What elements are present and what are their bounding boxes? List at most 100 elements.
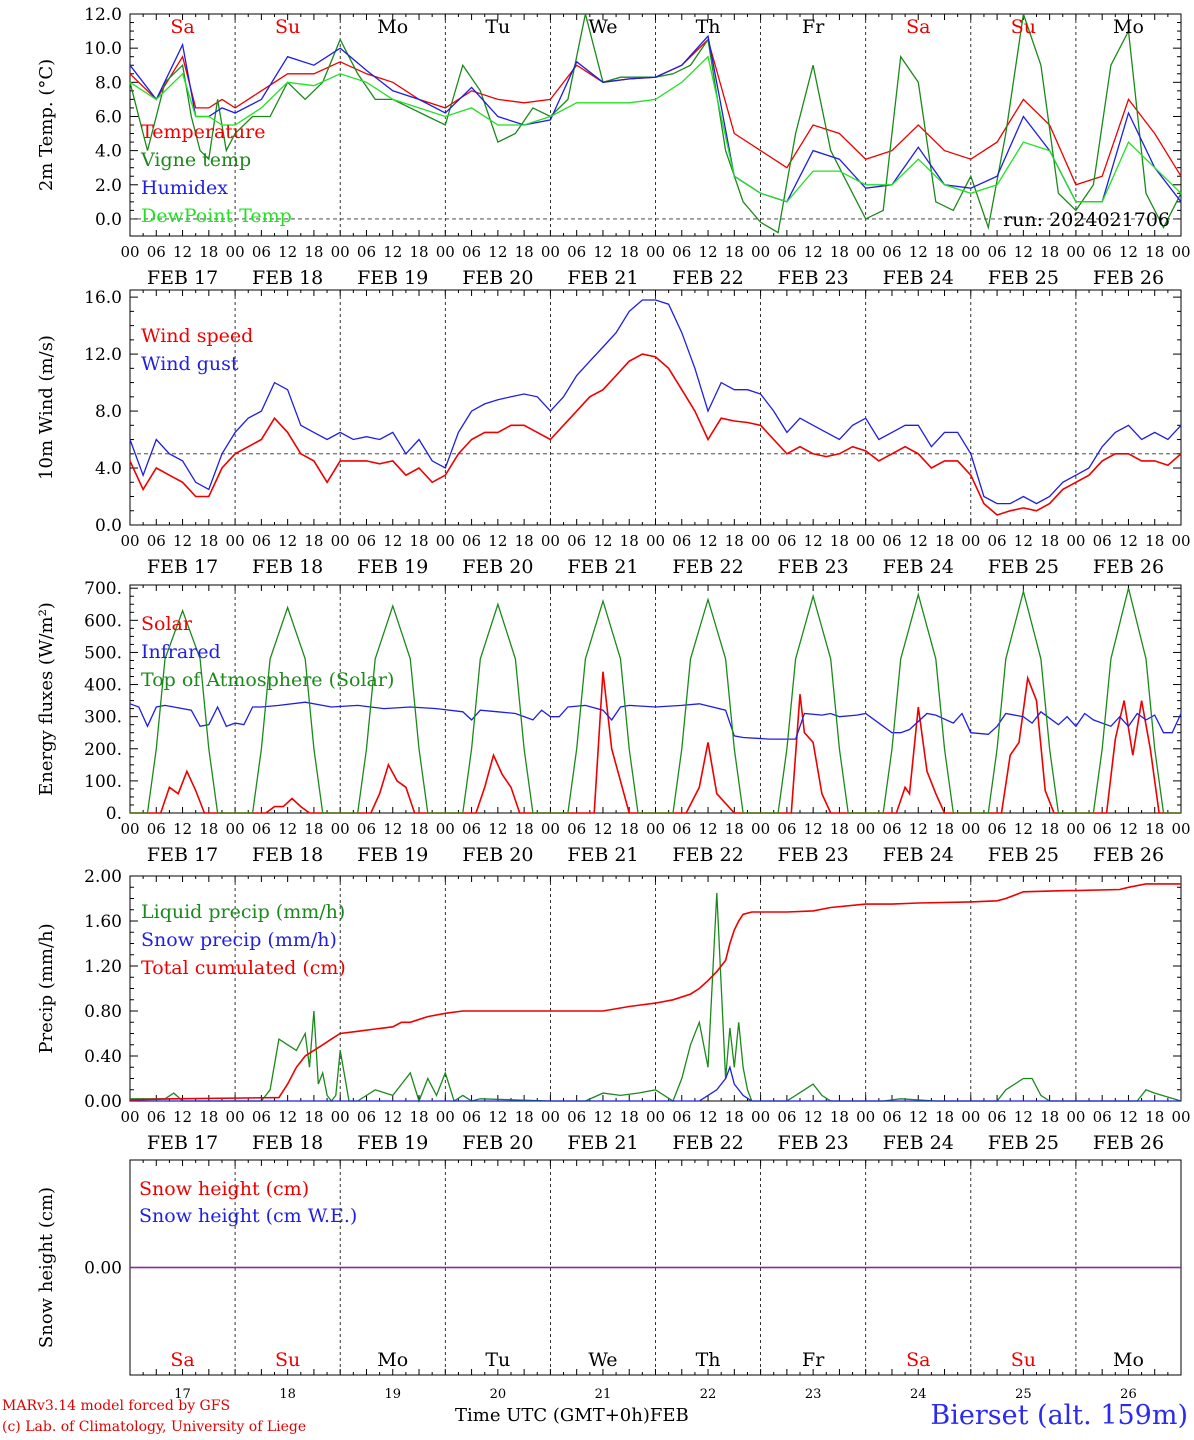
hour-label: 00	[646, 820, 665, 838]
date-label: FEB 21	[567, 556, 638, 578]
hour-label: 00	[751, 1108, 770, 1126]
weekday-label: Su	[1011, 1349, 1036, 1371]
hour-label: 06	[462, 243, 481, 261]
hour-label: 06	[357, 532, 376, 550]
hour-label: 18	[1145, 243, 1164, 261]
hour-label: 06	[147, 532, 166, 550]
hour-label: 00	[1171, 1108, 1190, 1126]
hour-label: 12	[804, 1108, 823, 1126]
hour-label: 00	[331, 532, 350, 550]
hour-label: 06	[882, 1108, 901, 1126]
hour-label: 06	[988, 243, 1007, 261]
y-tick-label: 600.	[84, 611, 122, 631]
day-number: 26	[1120, 1387, 1137, 1402]
hour-label: 00	[961, 1108, 980, 1126]
legend-entry: Temperature	[141, 121, 265, 143]
series-line-dewpoint-temp	[129, 55, 1182, 203]
hour-label: 12	[173, 243, 192, 261]
hour-label: 12	[699, 243, 718, 261]
hour-label: 18	[725, 532, 744, 550]
hour-label: 00	[961, 820, 980, 838]
y-tick-label: 16.0	[84, 288, 122, 308]
hour-label: 12	[1119, 820, 1138, 838]
hour-label: 12	[699, 1108, 718, 1126]
date-label: FEB 25	[988, 844, 1059, 866]
hour-label: 18	[935, 1108, 954, 1126]
weekday-label: Sa	[906, 1349, 930, 1371]
hour-label: 18	[935, 243, 954, 261]
weekday-label: Tu	[485, 16, 510, 38]
date-label: FEB 17	[147, 844, 218, 866]
panel-3	[129, 584, 1182, 814]
hour-label: 12	[488, 243, 507, 261]
hour-label: 06	[567, 243, 586, 261]
y-tick-label: 200.	[84, 740, 122, 760]
hour-label: 00	[226, 1108, 245, 1126]
hour-label: 18	[1145, 532, 1164, 550]
date-label: FEB 26	[1093, 844, 1164, 866]
hour-label: 06	[357, 243, 376, 261]
date-label: FEB 20	[462, 1132, 533, 1154]
hour-label: 12	[909, 243, 928, 261]
hour-label: 12	[1119, 1108, 1138, 1126]
date-label: FEB 17	[147, 556, 218, 578]
day-number: 21	[595, 1387, 612, 1402]
date-label: FEB 24	[883, 1132, 954, 1154]
y-tick-label: 8.0	[95, 402, 122, 422]
hour-label: 18	[409, 243, 428, 261]
panel-2	[129, 289, 1182, 526]
y-tick-label: 1.20	[84, 957, 122, 977]
date-label: FEB 25	[988, 556, 1059, 578]
x-axis-month: FEB	[649, 1405, 689, 1426]
hour-label: 12	[173, 532, 192, 550]
hour-label: 12	[909, 532, 928, 550]
series-line-wind-gust	[129, 299, 1182, 505]
series-line-solar	[130, 671, 1181, 814]
weekday-label: Su	[1011, 16, 1036, 38]
date-label: FEB 24	[883, 844, 954, 866]
hour-label: 12	[804, 820, 823, 838]
hour-label: 18	[515, 1108, 534, 1126]
hour-label: 06	[147, 820, 166, 838]
series-line-humidex	[129, 34, 1182, 203]
hour-label: 12	[1119, 243, 1138, 261]
date-label: FEB 25	[988, 1132, 1059, 1154]
hour-label: 18	[620, 1108, 639, 1126]
date-label: FEB 20	[462, 267, 533, 289]
lab-credit: (c) Lab. of Climatology, University of L…	[2, 1419, 307, 1435]
hour-label: 18	[409, 820, 428, 838]
hour-label: 12	[1014, 532, 1033, 550]
hour-label: 06	[882, 532, 901, 550]
hour-label: 00	[120, 243, 139, 261]
hour-label: 00	[856, 820, 875, 838]
legend-entry: Infrared	[141, 641, 221, 663]
hour-label: 06	[252, 820, 271, 838]
weekday-label: Fr	[802, 16, 825, 38]
hour-label: 00	[541, 820, 560, 838]
hour-label: 06	[672, 532, 691, 550]
hour-label: 06	[882, 243, 901, 261]
hour-label: 06	[462, 820, 481, 838]
hour-label: 00	[1066, 243, 1085, 261]
weekday-label: Fr	[802, 1349, 825, 1371]
date-label: FEB 26	[1093, 1132, 1164, 1154]
hour-label: 12	[699, 820, 718, 838]
hour-label: 00	[646, 1108, 665, 1126]
hour-label: 00	[856, 532, 875, 550]
hour-label: 00	[436, 820, 455, 838]
hour-label: 12	[909, 1108, 928, 1126]
hour-label: 00	[751, 532, 770, 550]
date-label: FEB 20	[462, 556, 533, 578]
y-axis-title: Snow height (cm)	[36, 1187, 57, 1348]
day-number: 17	[174, 1387, 191, 1402]
legend-entry: Top of Atmosphere (Solar)	[141, 669, 394, 691]
y-axis-title: Precip (mm/h)	[36, 923, 57, 1053]
y-tick-label: 400.	[84, 676, 122, 696]
hour-label: 06	[357, 820, 376, 838]
date-label: FEB 24	[883, 267, 954, 289]
date-label: FEB 21	[567, 844, 638, 866]
date-label: FEB 17	[147, 267, 218, 289]
hour-label: 00	[1066, 820, 1085, 838]
legend-entry: Snow precip (mm/h)	[141, 929, 337, 951]
date-label: FEB 22	[672, 556, 743, 578]
